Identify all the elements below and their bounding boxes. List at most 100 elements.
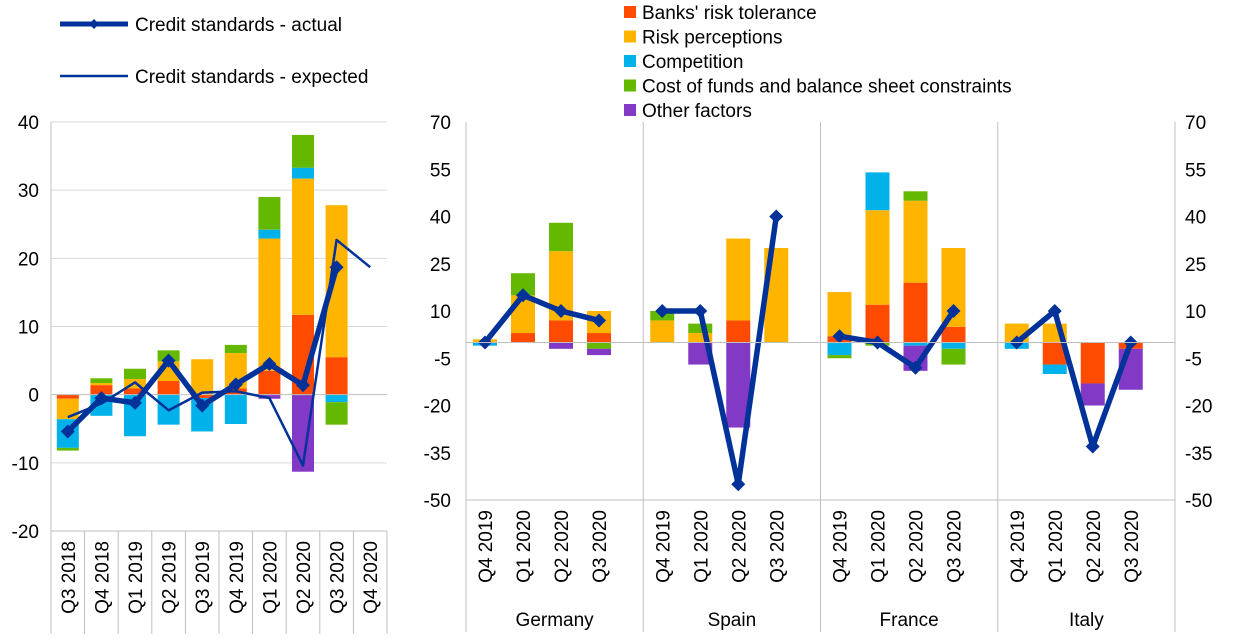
marker-actual: [769, 209, 784, 224]
x-tick-label: Q3 2020: [328, 541, 349, 614]
bar-risk_perceptions: [827, 292, 852, 337]
marker-actual: [832, 329, 847, 344]
legend-right: Banks' risk tolerance Risk perceptions Com…: [624, 3, 1012, 122]
bar-banks_risk_tolerance: [258, 370, 281, 395]
y-tick-label: -10: [12, 454, 39, 475]
bar-other_factors: [587, 348, 611, 356]
legend-left: Credit standards - actual Credit standar…: [60, 15, 368, 88]
y-tick-label-left: 70: [430, 113, 451, 134]
bar-other_factors: [258, 394, 281, 399]
y-tick-label-right: 40: [1185, 208, 1206, 229]
bar-other_factors: [1080, 383, 1105, 406]
x-tick-label: Q2 2020: [729, 510, 750, 583]
y-tick-label-right: 70: [1185, 113, 1206, 134]
marker-actual: [946, 304, 961, 318]
marker-actual: [1047, 304, 1062, 318]
legend-swatch-competition: [624, 55, 636, 67]
bar-banks_risk_tolerance: [941, 326, 966, 343]
line-actual: [839, 309, 956, 371]
x-tick-label: Q4 2019: [1008, 510, 1029, 583]
left-plot: -20 -10 0 10 20 30 40 Q3 2018 Q4 2018 Q1 2019 Q2 2…: [12, 113, 388, 639]
x-tick-label: Q3 2020: [590, 510, 611, 583]
legend-label-risk_perceptions: Risk perceptions: [642, 28, 782, 49]
x-tick-label: Q2 2020: [907, 510, 928, 583]
x-tick-label: Q4 2019: [653, 510, 674, 583]
bar-banks_risk_tolerance: [90, 385, 113, 395]
marker-actual: [195, 398, 210, 413]
x-tick-label: Q2 2020: [552, 510, 573, 583]
group-label: France: [880, 610, 939, 631]
x-tick-label: Q4 2018: [92, 541, 113, 614]
x-tick-label: Q1 2020: [691, 510, 712, 583]
y-tick-label-left: 40: [430, 208, 451, 229]
bar-competition: [903, 342, 928, 346]
bar-cost_of_funds: [511, 273, 535, 296]
bar-competition: [258, 229, 281, 239]
bar-risk_perceptions: [292, 178, 314, 315]
y-tick-label: 30: [18, 181, 39, 202]
bar-competition: [941, 342, 966, 349]
bar-risk_perceptions: [90, 383, 113, 386]
x-tick-label: Q1 2019: [126, 541, 147, 614]
marker-actual: [1085, 439, 1100, 454]
marker-actual: [60, 424, 75, 439]
line-actual: [482, 292, 600, 345]
line-actual: [662, 216, 779, 487]
x-tick-label: Q3 2020: [945, 510, 966, 583]
y-tick-label-left: 55: [430, 160, 451, 181]
bar-competition: [827, 342, 852, 356]
legend-expected-label: Credit standards - expected: [135, 67, 368, 88]
y-tick-label: 0: [28, 386, 39, 407]
bar-competition: [865, 172, 890, 211]
x-tick-label: Q4 2019: [476, 510, 497, 583]
bar-cost_of_funds: [587, 342, 611, 349]
bar-risk_perceptions: [688, 333, 713, 343]
bar-cost_of_funds: [90, 378, 113, 384]
bar-other_factors: [549, 342, 573, 349]
legend-label-banks_risk_tolerance: Banks' risk tolerance: [642, 3, 817, 24]
legend-swatch-banks_risk_tolerance: [624, 6, 636, 18]
bar-cost_of_funds: [56, 447, 79, 451]
y-tick-label: 20: [18, 249, 39, 270]
y-tick-label-left: -20: [424, 397, 451, 418]
bar-cost_of_funds: [941, 348, 966, 365]
right-plot: -50 -50 -35 -35 -20 -20 -5 -5 10 10 25 25 40 40 55 55 70…: [424, 113, 1212, 632]
marker-actual: [693, 304, 708, 318]
bar-cost_of_funds: [325, 402, 348, 425]
marker-actual: [296, 378, 310, 393]
x-tick-label: Q2 2020: [1084, 510, 1105, 583]
legend-swatch-other_factors: [624, 104, 636, 116]
bar-cost_of_funds: [292, 134, 314, 168]
bar-risk_perceptions: [726, 238, 751, 321]
legend-actual-marker: [89, 19, 99, 29]
y-tick-label-left: 25: [430, 255, 451, 276]
line-expected: [67, 238, 371, 467]
bar-risk_perceptions: [650, 320, 675, 343]
y-tick-label: 40: [18, 113, 39, 134]
x-tick-label: Q3 2020: [1122, 510, 1143, 583]
x-tick-label: Q4 2020: [361, 541, 382, 614]
legend-label-cost_of_funds: Cost of funds and balance sheet constrai…: [642, 77, 1012, 98]
group-label: Spain: [708, 610, 757, 631]
y-tick-label-left: -50: [424, 491, 451, 512]
bar-banks_risk_tolerance: [56, 394, 79, 399]
y-tick-label-right: 10: [1185, 302, 1206, 323]
bar-banks_risk_tolerance: [1042, 342, 1067, 365]
bar-banks_risk_tolerance: [549, 320, 573, 343]
x-tick-label: Q1 2020: [514, 510, 535, 583]
bar-competition: [224, 394, 247, 424]
legend-swatch-risk_perceptions: [624, 30, 636, 43]
bar-banks_risk_tolerance: [903, 282, 928, 343]
bar-risk_perceptions: [191, 359, 214, 395]
x-tick-label: Q1 2020: [260, 541, 281, 614]
group-label: Germany: [516, 610, 595, 631]
bar-competition: [325, 394, 348, 403]
y-tick-label-right: -50: [1185, 491, 1212, 512]
bar-risk_perceptions: [865, 210, 890, 305]
bar-competition: [124, 394, 146, 437]
marker-actual: [655, 304, 670, 318]
marker-actual: [128, 395, 142, 410]
legend-actual-label: Credit standards - actual: [135, 15, 342, 36]
group-label: Italy: [1069, 610, 1104, 631]
